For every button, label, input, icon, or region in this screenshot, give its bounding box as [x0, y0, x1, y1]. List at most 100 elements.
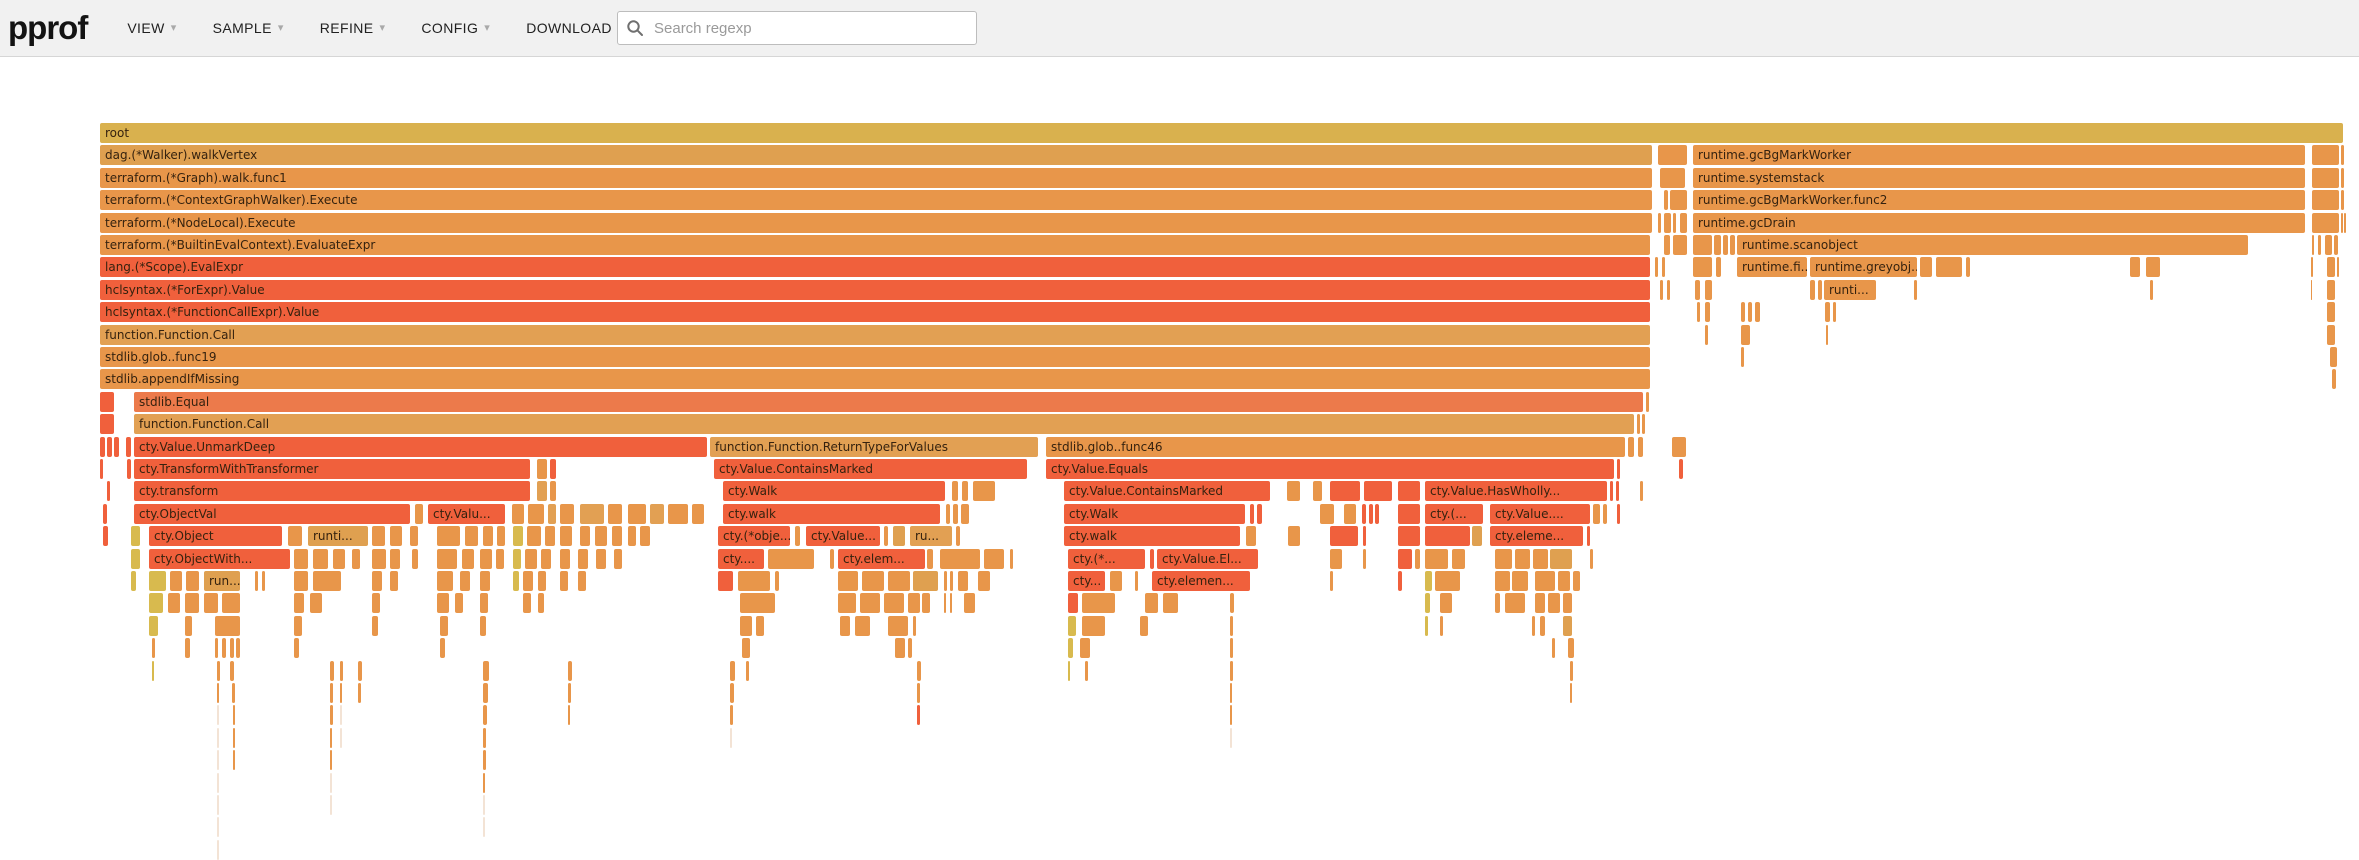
flame-frame-cty-valu[interactable]: cty.Valu...	[428, 503, 505, 524]
flame-frame[interactable]	[893, 526, 905, 547]
flame-frame[interactable]	[1375, 503, 1379, 524]
flame-frame[interactable]	[538, 593, 544, 614]
flame-frame-runtime-gcbgmarkworker[interactable]: runtime.gcBgMarkWorker	[1693, 145, 2305, 166]
flame-frame[interactable]	[560, 571, 568, 591]
flame-frame-stdlib-equal[interactable]: stdlib.Equal	[134, 391, 1643, 412]
flame-frame[interactable]	[1230, 683, 1232, 703]
flame-frame[interactable]	[1693, 257, 1712, 278]
menu-refine[interactable]: REFINE ▾	[320, 20, 386, 36]
flame-frame[interactable]	[1082, 593, 1115, 614]
flame-frame[interactable]	[100, 436, 105, 457]
flame-frame[interactable]	[107, 481, 110, 502]
flame-frame[interactable]	[222, 593, 240, 614]
flame-frame[interactable]	[185, 638, 190, 659]
flame-frame[interactable]	[1660, 167, 1685, 188]
search-box[interactable]	[617, 11, 977, 45]
menu-download[interactable]: DOWNLOAD	[526, 20, 612, 36]
flame-frame[interactable]	[100, 391, 114, 412]
flame-frame[interactable]	[483, 750, 486, 771]
flame-frame[interactable]	[1818, 279, 1822, 300]
flame-frame[interactable]	[483, 705, 487, 726]
flame-frame-terraform-builtinevalcontext-evaluateexpr[interactable]: terraform.(*BuiltinEvalContext).Evaluate…	[100, 235, 1650, 255]
flame-frame[interactable]	[2332, 369, 2336, 390]
flame-frame[interactable]	[1637, 414, 1640, 435]
flame-frame-cty[interactable]: cty....	[718, 548, 764, 569]
flame-frame[interactable]	[795, 526, 800, 547]
flame-frame[interactable]	[2327, 324, 2335, 345]
flame-frame-runtime-scanobject[interactable]: runtime.scanobject	[1737, 235, 2248, 255]
flame-frame[interactable]	[232, 683, 235, 703]
flame-frame-stdlib-glob-func19[interactable]: stdlib.glob..func19	[100, 347, 1650, 367]
flame-frame[interactable]	[1664, 212, 1671, 233]
flame-frame[interactable]	[1330, 548, 1342, 569]
flame-frame[interactable]	[294, 638, 299, 659]
flame-frame[interactable]	[330, 705, 333, 726]
flame-frame[interactable]	[1966, 257, 1970, 278]
flame-frame[interactable]	[1705, 324, 1708, 345]
flame-frame[interactable]	[908, 593, 920, 614]
flame-frame-function-function-call[interactable]: function.Function.Call	[100, 324, 1650, 345]
flame-frame[interactable]	[255, 571, 258, 591]
flame-frame-cty-walk[interactable]: cty.Walk	[723, 481, 945, 502]
flame-frame[interactable]	[578, 571, 586, 591]
flame-frame-function-function-returntypeforvalues[interactable]: function.Function.ReturnTypeForValues	[710, 436, 1038, 457]
flame-frame[interactable]	[961, 503, 969, 524]
flame-frame[interactable]	[437, 526, 460, 547]
flame-frame[interactable]	[1552, 638, 1555, 659]
flame-frame[interactable]	[628, 503, 646, 524]
flame-frame[interactable]	[1495, 548, 1512, 569]
flame-frame[interactable]	[1570, 660, 1573, 681]
flame-frame[interactable]	[1672, 436, 1686, 457]
flame-frame[interactable]	[953, 503, 958, 524]
flame-frame-run[interactable]: run...	[204, 571, 240, 591]
flame-frame[interactable]	[1558, 571, 1570, 591]
flame-frame[interactable]	[185, 615, 192, 636]
flame-frame[interactable]	[152, 638, 155, 659]
flame-frame-ru[interactable]: ru...	[910, 526, 952, 547]
flame-frame[interactable]	[126, 436, 131, 457]
flame-frame[interactable]	[523, 593, 531, 614]
flame-frame[interactable]	[538, 571, 546, 591]
flame-frame[interactable]	[310, 593, 322, 614]
flame-frame-runtime-greyobj[interactable]: runtime.greyobj...	[1810, 257, 1917, 278]
flame-frame[interactable]	[217, 660, 220, 681]
flame-frame[interactable]	[462, 548, 474, 569]
flame-frame[interactable]	[372, 571, 382, 591]
flame-frame[interactable]	[333, 548, 345, 569]
flame-frame-cty[interactable]: cty.(...	[1425, 503, 1483, 524]
flame-frame[interactable]	[1246, 526, 1256, 547]
flame-frame[interactable]	[1920, 257, 1932, 278]
flame-frame[interactable]	[884, 593, 904, 614]
flame-frame[interactable]	[1010, 548, 1013, 569]
flame-frame[interactable]	[1330, 571, 1333, 591]
flame-frame[interactable]	[480, 615, 486, 636]
flame-frame[interactable]	[1435, 571, 1460, 591]
flame-frame[interactable]	[1697, 302, 1700, 323]
flame-frame[interactable]	[1695, 279, 1700, 300]
flame-frame[interactable]	[1398, 481, 1420, 502]
flame-frame[interactable]	[222, 638, 226, 659]
flame-frame[interactable]	[358, 660, 362, 681]
flame-frame[interactable]	[1230, 593, 1234, 614]
flame-frame-stdlib-appendifmissing[interactable]: stdlib.appendIfMissing	[100, 369, 1650, 390]
flame-frame[interactable]	[168, 593, 180, 614]
flame-frame[interactable]	[1550, 548, 1572, 569]
flame-frame[interactable]	[888, 571, 910, 591]
flame-frame[interactable]	[1914, 279, 1917, 300]
flame-frame[interactable]	[455, 593, 463, 614]
flame-frame[interactable]	[2341, 145, 2344, 166]
flame-frame[interactable]	[215, 615, 240, 636]
flame-frame-dag-walker-walkvertex[interactable]: dag.(*Walker).walkVertex	[100, 145, 1652, 166]
flame-frame-function-function-call[interactable]: function.Function.Call	[134, 414, 1634, 435]
flame-frame[interactable]	[1398, 526, 1420, 547]
flame-frame[interactable]	[913, 615, 916, 636]
flame-frame[interactable]	[170, 571, 182, 591]
flame-frame-runtime-gcbgmarkworker-func2[interactable]: runtime.gcBgMarkWorker.func2	[1693, 190, 2305, 211]
flame-frame[interactable]	[1140, 615, 1148, 636]
flame-frame[interactable]	[483, 727, 486, 748]
flame-frame[interactable]	[1505, 593, 1525, 614]
flame-frame[interactable]	[330, 795, 332, 815]
flame-frame[interactable]	[650, 503, 664, 524]
flame-frame[interactable]	[768, 548, 814, 569]
flame-frame[interactable]	[103, 526, 108, 547]
